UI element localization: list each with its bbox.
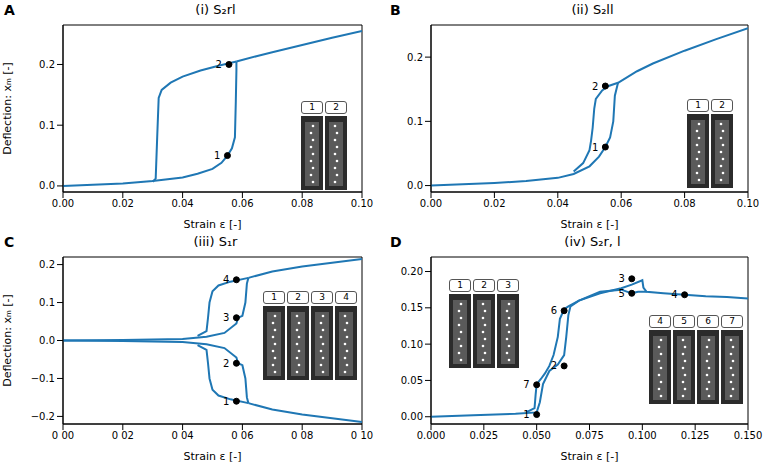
svg-text:0.2: 0.2 xyxy=(407,52,423,63)
svg-text:0.1: 0.1 xyxy=(407,116,423,127)
html-text:A: A xyxy=(4,2,15,18)
svg-text:3: 3 xyxy=(223,312,229,323)
svg-text:6: 6 xyxy=(551,305,557,316)
html-text:1: 1 xyxy=(457,280,463,290)
html-text:2: 2 xyxy=(295,292,301,302)
html-text:7: 7 xyxy=(729,316,735,326)
svg-text:0 04: 0 04 xyxy=(171,430,193,441)
svg-text:0.10: 0.10 xyxy=(401,339,423,350)
svg-text:1: 1 xyxy=(523,409,529,420)
svg-text:Strain ε [-]: Strain ε [-] xyxy=(560,450,618,462)
svg-text:0.0: 0.0 xyxy=(39,335,55,346)
html-text:5: 5 xyxy=(681,316,687,326)
svg-text:5: 5 xyxy=(618,288,624,299)
html-text:2: 2 xyxy=(719,100,725,110)
html-text:3: 3 xyxy=(505,280,511,290)
html-text:4: 4 xyxy=(657,316,663,326)
html-text:B: B xyxy=(390,2,401,18)
svg-text:Deflection: xₘ [-]: Deflection: xₘ [-] xyxy=(1,294,14,387)
svg-text:−0.2: −0.2 xyxy=(31,411,55,422)
svg-text:0 10: 0 10 xyxy=(351,430,373,441)
svg-text:0.10: 0.10 xyxy=(351,198,373,209)
svg-text:0.150: 0.150 xyxy=(734,430,763,441)
svg-text:0.2: 0.2 xyxy=(39,59,55,70)
svg-text:0.000: 0.000 xyxy=(417,430,446,441)
svg-text:0.00: 0.00 xyxy=(52,198,74,209)
html-text:D: D xyxy=(390,234,402,250)
svg-text:2: 2 xyxy=(551,360,557,371)
svg-text:0.05: 0.05 xyxy=(401,375,423,386)
svg-text:0.20: 0.20 xyxy=(401,266,423,277)
svg-text:0.100: 0.100 xyxy=(628,430,657,441)
svg-text:3: 3 xyxy=(618,273,624,284)
svg-text:0.06: 0.06 xyxy=(231,198,253,209)
html-text:(i) S₂rl: (i) S₂rl xyxy=(195,2,236,17)
svg-text:0.0: 0.0 xyxy=(407,180,423,191)
svg-text:0.04: 0.04 xyxy=(171,198,193,209)
html-text:6: 6 xyxy=(705,316,711,326)
html-text:(ii) S₂ll: (ii) S₂ll xyxy=(571,2,614,17)
svg-text:1: 1 xyxy=(214,150,220,161)
svg-text:4: 4 xyxy=(671,289,677,300)
svg-text:7: 7 xyxy=(523,379,529,390)
svg-text:0.1: 0.1 xyxy=(39,120,55,131)
svg-text:0.025: 0.025 xyxy=(470,430,499,441)
html-text:1: 1 xyxy=(695,100,701,110)
html-text:1: 1 xyxy=(309,102,315,112)
svg-text:Strain ε [-]: Strain ε [-] xyxy=(183,218,241,230)
html-text:2: 2 xyxy=(333,102,339,112)
html-text:(iii) S₁r: (iii) S₁r xyxy=(193,234,238,249)
svg-text:0.02: 0.02 xyxy=(483,198,505,209)
svg-text:0.00: 0.00 xyxy=(401,411,423,422)
svg-text:0 02: 0 02 xyxy=(112,430,134,441)
svg-text:Strain ε [-]: Strain ε [-] xyxy=(560,218,618,230)
html-text:(iv) S₂r, l: (iv) S₂r, l xyxy=(564,234,621,249)
html-text:4: 4 xyxy=(343,292,349,302)
svg-text:2: 2 xyxy=(592,81,598,92)
html-text:3: 3 xyxy=(319,292,325,302)
svg-text:0.0: 0.0 xyxy=(39,180,55,191)
svg-text:−0.1: −0.1 xyxy=(31,373,55,384)
svg-text:0.08: 0.08 xyxy=(673,198,695,209)
svg-text:Deflection: xₘ [-]: Deflection: xₘ [-] xyxy=(1,62,14,155)
html-text:1: 1 xyxy=(271,292,277,302)
svg-text:0.15: 0.15 xyxy=(401,302,423,313)
svg-text:0.050: 0.050 xyxy=(522,430,551,441)
svg-text:1: 1 xyxy=(592,142,598,153)
svg-text:1: 1 xyxy=(223,396,229,407)
svg-text:0 00: 0 00 xyxy=(52,430,74,441)
svg-text:0.00: 0.00 xyxy=(420,198,442,209)
svg-text:0 08: 0 08 xyxy=(291,430,313,441)
svg-text:0.06: 0.06 xyxy=(610,198,632,209)
svg-text:0.02: 0.02 xyxy=(112,198,134,209)
svg-text:0.2: 0.2 xyxy=(39,259,55,270)
svg-text:0.125: 0.125 xyxy=(681,430,710,441)
html-text:2: 2 xyxy=(481,280,487,290)
svg-text:0.1: 0.1 xyxy=(39,297,55,308)
svg-text:0.04: 0.04 xyxy=(547,198,569,209)
svg-text:4: 4 xyxy=(223,274,229,285)
svg-text:0.075: 0.075 xyxy=(575,430,604,441)
svg-text:Strain ε [-]: Strain ε [-] xyxy=(183,450,241,462)
html-text:C: C xyxy=(4,234,15,250)
svg-text:2: 2 xyxy=(223,358,229,369)
svg-text:0 06: 0 06 xyxy=(231,430,253,441)
svg-text:0.10: 0.10 xyxy=(737,198,759,209)
svg-text:2: 2 xyxy=(216,59,222,70)
svg-text:0.08: 0.08 xyxy=(291,198,313,209)
